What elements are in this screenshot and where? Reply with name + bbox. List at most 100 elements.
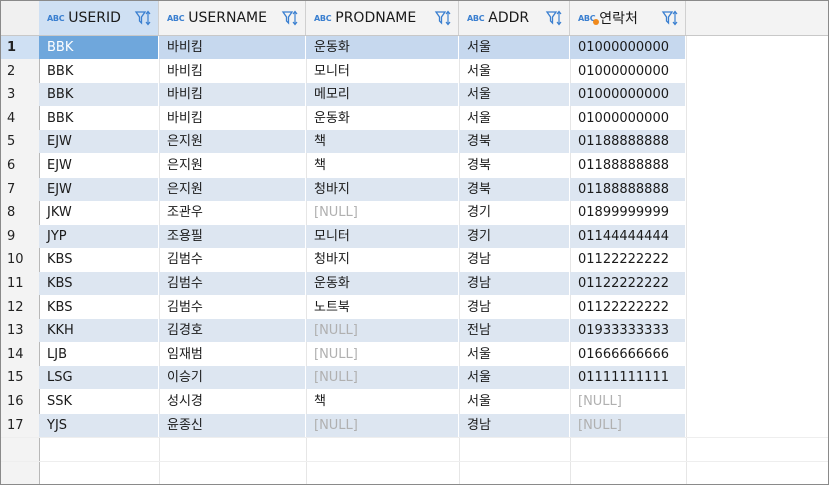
table-cell[interactable]: BBK [39,36,159,59]
filter-sort-icon[interactable] [545,9,563,27]
table-cell[interactable]: 김범수 [159,296,306,319]
table-cell[interactable]: 01933333333 [570,319,686,342]
table-cell[interactable]: 운동화 [306,36,459,59]
table-cell[interactable]: 책 [306,130,459,153]
table-cell[interactable]: 서울 [459,83,570,106]
row-number[interactable]: 12 [7,300,24,315]
table-row[interactable]: 5 EJW 은지원 책 경북 01188888888 [1,130,828,153]
row-number[interactable]: 6 [7,158,16,173]
table-cell[interactable]: [NULL] [306,414,459,437]
row-number[interactable]: 11 [7,276,24,291]
column-header-5[interactable]: ABC 연락처 [570,1,686,35]
table-cell[interactable]: 은지원 [159,154,306,177]
table-row[interactable]: 4 BBK 바비킴 운동화 서울 01000000000 [1,107,828,130]
table-cell[interactable]: 운동화 [306,272,459,295]
table-cell[interactable]: 성시경 [159,390,306,413]
column-header-1[interactable]: ABC USERID [39,1,159,35]
table-cell[interactable]: 01188888888 [570,130,686,153]
table-cell[interactable]: 바비킴 [159,107,306,130]
table-cell[interactable]: 김경호 [159,319,306,342]
table-cell[interactable]: 은지원 [159,178,306,201]
table-cell[interactable]: BBK [39,107,159,130]
table-cell[interactable]: 01188888888 [570,154,686,177]
table-row[interactable]: 6 EJW 은지원 책 경북 01188888888 [1,154,828,177]
table-row[interactable]: 3 BBK 바비킴 메모리 서울 01000000000 [1,83,828,106]
table-cell[interactable]: [NULL] [306,366,459,389]
table-cell[interactable]: 책 [306,390,459,413]
table-cell[interactable]: 조용필 [159,225,306,248]
table-row[interactable]: 16 SSK 성시경 책 서울 [NULL] [1,390,828,413]
table-cell[interactable]: [NULL] [570,414,686,437]
table-cell[interactable]: KBS [39,296,159,319]
table-cell[interactable]: LSG [39,366,159,389]
table-row[interactable]: 12 KBS 김범수 노트북 경남 01122222222 [1,296,828,319]
row-number[interactable]: 4 [7,111,16,126]
table-cell[interactable]: KKH [39,319,159,342]
table-cell[interactable]: 윤종신 [159,414,306,437]
table-cell[interactable]: 01111111111 [570,366,686,389]
table-row[interactable]: 1 BBK 바비킴 운동화 서울 01000000000 [1,36,828,59]
table-cell[interactable]: 경남 [459,248,570,271]
table-cell[interactable]: 01666666666 [570,343,686,366]
table-cell[interactable]: 김범수 [159,272,306,295]
table-cell[interactable]: [NULL] [306,201,459,224]
table-cell[interactable]: 01899999999 [570,201,686,224]
table-cell[interactable]: YJS [39,414,159,437]
row-number[interactable]: 3 [7,87,16,102]
row-number[interactable]: 8 [7,205,16,220]
table-row[interactable]: 15 LSG 이승기 [NULL] 서울 01111111111 [1,366,828,389]
row-number[interactable]: 14 [7,347,24,362]
table-cell[interactable]: 01122222222 [570,248,686,271]
table-row[interactable]: 2 BBK 바비킴 모니터 서울 01000000000 [1,60,828,83]
table-cell[interactable]: 김범수 [159,248,306,271]
filter-sort-icon[interactable] [434,9,452,27]
table-cell[interactable]: 서울 [459,390,570,413]
table-cell[interactable]: BBK [39,83,159,106]
row-number[interactable]: 13 [7,323,24,338]
table-cell[interactable]: 경북 [459,178,570,201]
table-cell[interactable]: LJB [39,343,159,366]
table-cell[interactable]: 01144444444 [570,225,686,248]
table-cell[interactable]: EJW [39,130,159,153]
filter-sort-icon[interactable] [281,9,299,27]
row-number[interactable]: 15 [7,370,24,385]
table-cell[interactable]: BBK [39,60,159,83]
table-cell[interactable]: 모니터 [306,60,459,83]
table-cell[interactable]: 경남 [459,414,570,437]
filter-sort-icon[interactable] [134,9,152,27]
table-cell[interactable]: 01000000000 [570,36,686,59]
table-cell[interactable]: 은지원 [159,130,306,153]
table-cell[interactable]: 바비킴 [159,60,306,83]
table-row[interactable]: 7 EJW 은지원 청바지 경북 01188888888 [1,178,828,201]
table-cell[interactable]: JKW [39,201,159,224]
table-cell[interactable]: 바비킴 [159,83,306,106]
table-cell[interactable]: 모니터 [306,225,459,248]
table-cell[interactable]: 바비킴 [159,36,306,59]
table-row[interactable]: 11 KBS 김범수 운동화 경남 01122222222 [1,272,828,295]
table-cell[interactable]: [NULL] [570,390,686,413]
table-cell[interactable]: SSK [39,390,159,413]
table-cell[interactable]: 경남 [459,296,570,319]
table-cell[interactable]: 청바지 [306,178,459,201]
table-cell[interactable]: 서울 [459,343,570,366]
column-header-4[interactable]: ABC ADDR [459,1,570,35]
table-row[interactable]: 9 JYP 조용필 모니터 경기 01144444444 [1,225,828,248]
table-cell[interactable]: 조관우 [159,201,306,224]
table-cell[interactable]: 전남 [459,319,570,342]
table-cell[interactable]: 서울 [459,366,570,389]
row-number[interactable]: 5 [7,134,16,149]
table-cell[interactable]: EJW [39,178,159,201]
table-cell[interactable]: 경남 [459,272,570,295]
table-cell[interactable]: 메모리 [306,83,459,106]
table-cell[interactable]: 경북 [459,154,570,177]
row-number[interactable]: 2 [7,64,16,79]
table-cell[interactable]: KBS [39,272,159,295]
table-cell[interactable]: 책 [306,154,459,177]
table-cell[interactable]: 경기 [459,201,570,224]
table-row[interactable]: 14 LJB 임재범 [NULL] 서울 01666666666 [1,343,828,366]
row-number[interactable]: 17 [7,418,24,433]
table-cell[interactable]: 청바지 [306,248,459,271]
table-cell[interactable]: 서울 [459,107,570,130]
table-cell[interactable]: 이승기 [159,366,306,389]
table-cell[interactable]: EJW [39,154,159,177]
